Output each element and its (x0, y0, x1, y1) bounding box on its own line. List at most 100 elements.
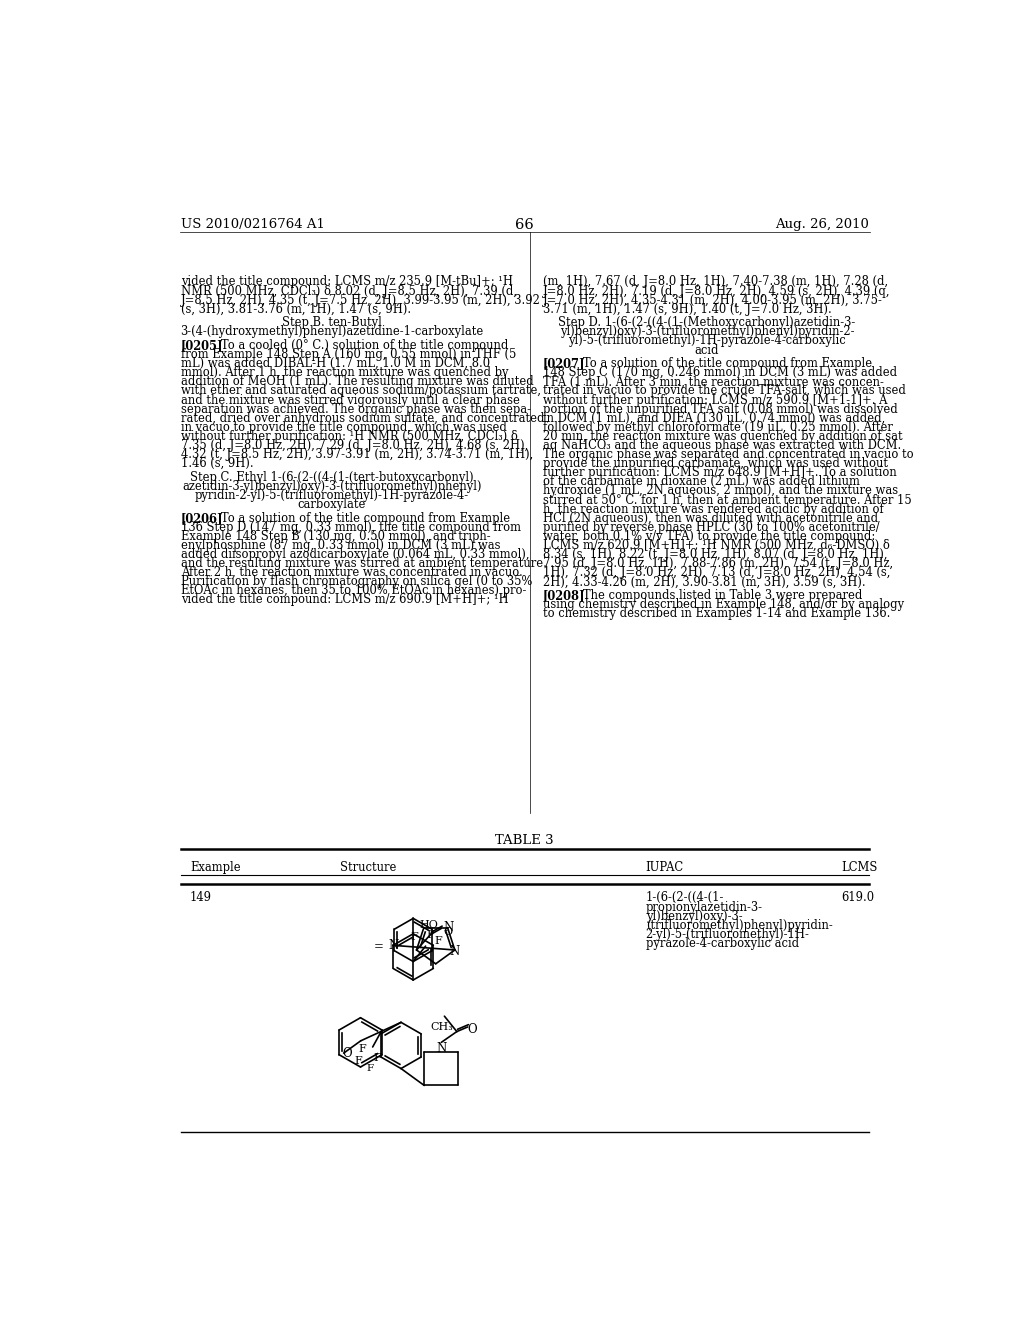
Text: F: F (435, 936, 442, 946)
Text: hydroxide (1 mL, 2N aqueous, 2 mmol), and the mixture was: hydroxide (1 mL, 2N aqueous, 2 mmol), an… (543, 484, 898, 498)
Text: =: = (374, 940, 384, 953)
Text: [0205]: [0205] (180, 339, 223, 352)
Text: and the mixture was stirred vigorously until a clear phase: and the mixture was stirred vigorously u… (180, 393, 519, 407)
Text: F: F (358, 1044, 366, 1053)
Text: J=8.5 Hz, 2H), 4.35 (t, J=7.5 Hz, 2H), 3.99-3.95 (m, 2H), 3.92: J=8.5 Hz, 2H), 4.35 (t, J=7.5 Hz, 2H), 3… (180, 293, 541, 306)
Text: 3.71 (m, 1H), 1.47 (s, 9H), 1.40 (t, J=7.0 Hz, 3H).: 3.71 (m, 1H), 1.47 (s, 9H), 1.40 (t, J=7… (543, 302, 831, 315)
Text: in DCM (1 mL), and DIEA (130 μL, 0.74 mmol) was added,: in DCM (1 mL), and DIEA (130 μL, 0.74 mm… (543, 412, 885, 425)
Text: To a solution of the title compound from Example: To a solution of the title compound from… (572, 358, 872, 370)
Text: with ether and saturated aqueous sodium/potassium tartrate,: with ether and saturated aqueous sodium/… (180, 384, 541, 397)
Text: (trifluoromethyl)phenyl)pyridin-: (trifluoromethyl)phenyl)pyridin- (646, 919, 833, 932)
Text: Step D. 1-(6-(2-((4-(1-(Methoxycarbonyl)azetidin-3-: Step D. 1-(6-(2-((4-(1-(Methoxycarbonyl)… (558, 317, 855, 329)
Text: Aug. 26, 2010: Aug. 26, 2010 (775, 218, 869, 231)
Text: N: N (436, 1041, 446, 1055)
Text: trated in vacuo to provide the crude TFA-salt, which was used: trated in vacuo to provide the crude TFA… (543, 384, 905, 397)
Text: O: O (442, 927, 452, 936)
Text: LCMS: LCMS (841, 861, 878, 874)
Text: NMR (500 MHz, CDCl₃) δ 8.02 (d, J=8.5 Hz, 2H), 7.39 (d,: NMR (500 MHz, CDCl₃) δ 8.02 (d, J=8.5 Hz… (180, 285, 517, 297)
Text: (m, 1H), 7.67 (d, J=8.0 Hz, 1H), 7.40-7.38 (m, 1H), 7.28 (d,: (m, 1H), 7.67 (d, J=8.0 Hz, 1H), 7.40-7.… (543, 276, 888, 289)
Text: Example 148 Step B (130 mg, 0.50 mmol), and triph­: Example 148 Step B (130 mg, 0.50 mmol), … (180, 529, 490, 543)
Text: Step B. ten-Butyl: Step B. ten-Butyl (282, 317, 382, 329)
Text: 2H), 4.33-4.26 (m, 2H), 3.90-3.81 (m, 3H), 3.59 (s, 3H).: 2H), 4.33-4.26 (m, 2H), 3.90-3.81 (m, 3H… (543, 576, 865, 589)
Text: 148 Step C (170 mg, 0.246 mmol) in DCM (3 mL) was added: 148 Step C (170 mg, 0.246 mmol) in DCM (… (543, 367, 897, 379)
Text: pyrazole-4-carboxylic acid: pyrazole-4-carboxylic acid (646, 937, 799, 950)
Text: in vacuo to provide the title compound, which was used: in vacuo to provide the title compound, … (180, 421, 507, 434)
Text: stirred at 50° C. for 1 h, then at ambient temperature. After 15: stirred at 50° C. for 1 h, then at ambie… (543, 494, 911, 507)
Text: 7.95 (d, J=8.0 Hz, 1H), 7.88-7.86 (m, 2H), 7.54 (t, J=8.0 Hz,: 7.95 (d, J=8.0 Hz, 1H), 7.88-7.86 (m, 2H… (543, 557, 893, 570)
Text: azetidin-3-yl)benzyl)oxy)-3-(trifluoromethyl)phenyl): azetidin-3-yl)benzyl)oxy)-3-(trifluorome… (182, 480, 481, 492)
Text: J=8.0 Hz, 2H), 7.19 (d, J=8.0 Hz, 2H), 4.59 (s, 2H), 4.39 (q,: J=8.0 Hz, 2H), 7.19 (d, J=8.0 Hz, 2H), 4… (543, 285, 890, 297)
Text: propionylazetidin-3-: propionylazetidin-3- (646, 900, 763, 913)
Text: provide the unpurified carbamate, which was used without: provide the unpurified carbamate, which … (543, 457, 888, 470)
Text: F: F (366, 1064, 373, 1073)
Text: of the carbamate in dioxane (2 mL) was added lithium: of the carbamate in dioxane (2 mL) was a… (543, 475, 859, 488)
Text: EtOAc in hexanes, then 35 to 100% EtOAc in hexanes) pro­: EtOAc in hexanes, then 35 to 100% EtOAc … (180, 585, 526, 598)
Text: enylphosphine (87 mg, 0.33 mmol) in DCM (3 mL) was: enylphosphine (87 mg, 0.33 mmol) in DCM … (180, 539, 500, 552)
Text: 619.0: 619.0 (841, 891, 874, 904)
Text: TABLE 3: TABLE 3 (496, 834, 554, 847)
Text: 2-yl)-5-(trifluoromethyl)-1H-: 2-yl)-5-(trifluoromethyl)-1H- (646, 928, 810, 941)
Text: vided the title compound: LCMS m/z 235.9 [M-tBu]+; ¹H: vided the title compound: LCMS m/z 235.9… (180, 276, 513, 289)
Text: N: N (389, 939, 399, 952)
Text: and the resulting mixture was stirred at ambient temperature.: and the resulting mixture was stirred at… (180, 557, 547, 570)
Text: yl)benzyl)oxy)-3-(trifluoromethyl)phenyl)pyridin-2-: yl)benzyl)oxy)-3-(trifluoromethyl)phenyl… (560, 326, 854, 338)
Text: [0206]: [0206] (180, 512, 223, 524)
Text: The organic phase was separated and concentrated in vacuo to: The organic phase was separated and conc… (543, 447, 913, 461)
Text: yl)benzyl)oxy)-3-: yl)benzyl)oxy)-3- (646, 909, 742, 923)
Text: 8.34 (s, 1H), 8.22 (t, J=8.0 Hz, 1H), 8.07 (d, J=8.0 Hz, 1H),: 8.34 (s, 1H), 8.22 (t, J=8.0 Hz, 1H), 8.… (543, 548, 887, 561)
Text: from Example 148 Step A (160 mg, 0.55 mmol) in THF (5: from Example 148 Step A (160 mg, 0.55 mm… (180, 348, 516, 362)
Text: without further purification: LCMS m/z 590.9 [M+1-1]+. A: without further purification: LCMS m/z 5… (543, 393, 887, 407)
Text: 3-(4-(hydroxymethyl)phenyl)azetidine-1-carboxylate: 3-(4-(hydroxymethyl)phenyl)azetidine-1-c… (180, 326, 483, 338)
Text: purified by reverse phase HPLC (30 to 100% acetonitrile/: purified by reverse phase HPLC (30 to 10… (543, 521, 880, 533)
Text: After 2 h, the reaction mixture was concentrated in vacuo.: After 2 h, the reaction mixture was conc… (180, 566, 522, 579)
Text: [0208]: [0208] (543, 589, 585, 602)
Text: pyridin-2-yl)-5-(trifluoromethyl)-1H-pyrazole-4-: pyridin-2-yl)-5-(trifluoromethyl)-1H-pyr… (195, 488, 469, 502)
Text: aq NaHCO₃ and the aqueous phase was extracted with DCM.: aq NaHCO₃ and the aqueous phase was extr… (543, 440, 901, 451)
Text: F: F (410, 932, 418, 942)
Text: carboxylate: carboxylate (298, 498, 366, 511)
Text: without further purification: ¹H NMR (500 MHz, CDCl₃) δ: without further purification: ¹H NMR (50… (180, 430, 517, 444)
Text: HCl (2N aqueous), then was diluted with acetonitrile and: HCl (2N aqueous), then was diluted with … (543, 512, 878, 524)
Text: yl)-5-(trifluoromethyl)-1H-pyrazole-4-carboxylic: yl)-5-(trifluoromethyl)-1H-pyrazole-4-ca… (568, 334, 846, 347)
Text: CH₃: CH₃ (430, 1022, 453, 1032)
Text: vided the title compound: LCMS m/z 690.9 [M+H]+; ¹H: vided the title compound: LCMS m/z 690.9… (180, 594, 508, 606)
Text: US 2010/0216764 A1: US 2010/0216764 A1 (180, 218, 325, 231)
Text: Purification by flash chromatography on silica gel (0 to 35%: Purification by flash chromatography on … (180, 576, 532, 589)
Text: separation was achieved. The organic phase was then sepa­: separation was achieved. The organic pha… (180, 403, 530, 416)
Text: F: F (355, 1056, 362, 1065)
Text: To a solution of the title compound from Example: To a solution of the title compound from… (210, 512, 510, 524)
Text: HO: HO (420, 920, 438, 931)
Text: F: F (426, 931, 434, 940)
Text: 1-(6-(2-((4-(1-: 1-(6-(2-((4-(1- (646, 891, 724, 904)
Text: mmol). After 1 h, the reaction mixture was quenched by: mmol). After 1 h, the reaction mixture w… (180, 367, 508, 379)
Text: 66: 66 (515, 218, 535, 232)
Text: acid: acid (694, 343, 719, 356)
Text: 20 min, the reaction mixture was quenched by addition of sat: 20 min, the reaction mixture was quenche… (543, 430, 902, 444)
Text: N: N (449, 945, 459, 958)
Text: further purification: LCMS m/z 648.9 [M+H]+. To a solution: further purification: LCMS m/z 648.9 [M+… (543, 466, 896, 479)
Text: 4.32 (t, J=8.5 Hz, 2H), 3.97-3.91 (m, 2H), 3.74-3.71 (m, 1H),: 4.32 (t, J=8.5 Hz, 2H), 3.97-3.91 (m, 2H… (180, 447, 532, 461)
Text: Step C. Ethyl 1-(6-(2-((4-(1-(tert-butoxycarbonyl): Step C. Ethyl 1-(6-(2-((4-(1-(tert-butox… (190, 471, 474, 484)
Text: 7.35 (d, J=8.0 Hz, 2H), 7.29 (d, J=8.0 Hz, 2H), 4.68 (s, 2H),: 7.35 (d, J=8.0 Hz, 2H), 7.29 (d, J=8.0 H… (180, 440, 528, 451)
Text: followed by methyl chloroformate (19 μL, 0.25 mmol). After: followed by methyl chloroformate (19 μL,… (543, 421, 893, 434)
Text: Structure: Structure (340, 861, 396, 874)
Text: LCMS m/z 620.9 [M+H]+; ¹H NMR (500 MHz, d₆-DMSO) δ: LCMS m/z 620.9 [M+H]+; ¹H NMR (500 MHz, … (543, 539, 890, 552)
Text: J=7.0 Hz, 2H), 4.35-4.31 (m, 2H), 4.00-3.95 (m, 2H), 3.75-: J=7.0 Hz, 2H), 4.35-4.31 (m, 2H), 4.00-3… (543, 293, 883, 306)
Text: rated, dried over anhydrous sodium sulfate, and concentrated: rated, dried over anhydrous sodium sulfa… (180, 412, 544, 425)
Text: The compounds listed in Table 3 were prepared: The compounds listed in Table 3 were pre… (572, 589, 862, 602)
Text: To a cooled (0° C.) solution of the title compound: To a cooled (0° C.) solution of the titl… (210, 339, 509, 352)
Text: O: O (468, 1023, 477, 1036)
Text: IUPAC: IUPAC (646, 861, 684, 874)
Text: h, the reaction mixture was rendered acidic by addition of: h, the reaction mixture was rendered aci… (543, 503, 884, 516)
Text: (s, 3H), 3.81-3.76 (m, 1H), 1.47 (s, 9H).: (s, 3H), 3.81-3.76 (m, 1H), 1.47 (s, 9H)… (180, 302, 411, 315)
Text: 149: 149 (190, 891, 212, 904)
Text: mL) was added DIBAL-H (1.7 mL, 1.0 M in DCM, 8.0: mL) was added DIBAL-H (1.7 mL, 1.0 M in … (180, 358, 489, 370)
Text: N: N (443, 921, 454, 935)
Text: to chemistry described in Examples 1-14 and Example 136.: to chemistry described in Examples 1-14 … (543, 607, 890, 620)
Text: 1H), 7.32 (d, J=8.0 Hz, 2H), 7.13 (d, J=8.0 Hz, 2H), 4.54 (s,: 1H), 7.32 (d, J=8.0 Hz, 2H), 7.13 (d, J=… (543, 566, 890, 579)
Text: 1.46 (s, 9H).: 1.46 (s, 9H). (180, 457, 253, 470)
Text: [0207]: [0207] (543, 358, 585, 370)
Text: using chemistry described in Example 148, and/or by analogy: using chemistry described in Example 148… (543, 598, 904, 611)
Text: portion of the unpurified TFA salt (0.08 mmol) was dissolved: portion of the unpurified TFA salt (0.08… (543, 403, 897, 416)
Text: 136 Step D (147 mg, 0.33 mmol), the title compound from: 136 Step D (147 mg, 0.33 mmol), the titl… (180, 521, 520, 533)
